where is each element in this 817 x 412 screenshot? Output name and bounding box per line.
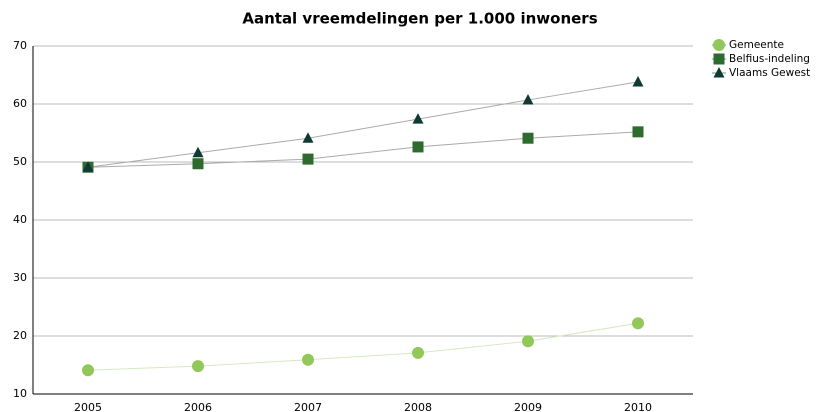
chart-title: Aantal vreemdelingen per 1.000 inwoners (242, 10, 597, 28)
legend-marker (713, 67, 725, 78)
x-tick-label: 2006 (184, 401, 212, 412)
y-tick-label: 20 (13, 329, 27, 342)
x-tick-label: 2010 (624, 401, 652, 412)
series-line (87, 81, 639, 168)
y-tick-label: 70 (13, 39, 27, 52)
y-tick-label: 30 (13, 271, 27, 284)
data-point (192, 158, 204, 170)
series-line (87, 322, 639, 371)
data-point (522, 335, 534, 348)
y-tick-label: 60 (13, 97, 27, 110)
legend-marker (713, 39, 725, 51)
data-point (412, 141, 424, 153)
legend-label: Belfius-indeling (729, 53, 810, 65)
data-point (82, 364, 94, 377)
y-tick-label: 50 (13, 155, 27, 168)
data-point (522, 93, 534, 105)
data-point (632, 317, 644, 330)
data-point (302, 132, 314, 143)
legend-label: Vlaams Gewest (729, 67, 810, 79)
series-line (87, 131, 639, 168)
legend-label: Gemeente (729, 39, 784, 51)
x-tick-label: 2005 (74, 401, 102, 412)
y-tick-label: 10 (13, 387, 27, 400)
x-tick-label: 2007 (294, 401, 322, 412)
data-point (302, 153, 314, 165)
y-tick-label: 40 (13, 213, 27, 226)
x-tick-label: 2009 (514, 401, 542, 412)
data-point (632, 75, 644, 87)
data-point (192, 146, 204, 158)
data-point (82, 161, 94, 172)
x-tick-label: 2008 (404, 401, 432, 412)
data-point (412, 346, 424, 359)
data-point (522, 132, 534, 144)
data-point (632, 126, 644, 138)
data-point (302, 353, 314, 366)
legend-marker (713, 53, 725, 65)
data-point (412, 113, 424, 124)
data-point (192, 360, 204, 373)
